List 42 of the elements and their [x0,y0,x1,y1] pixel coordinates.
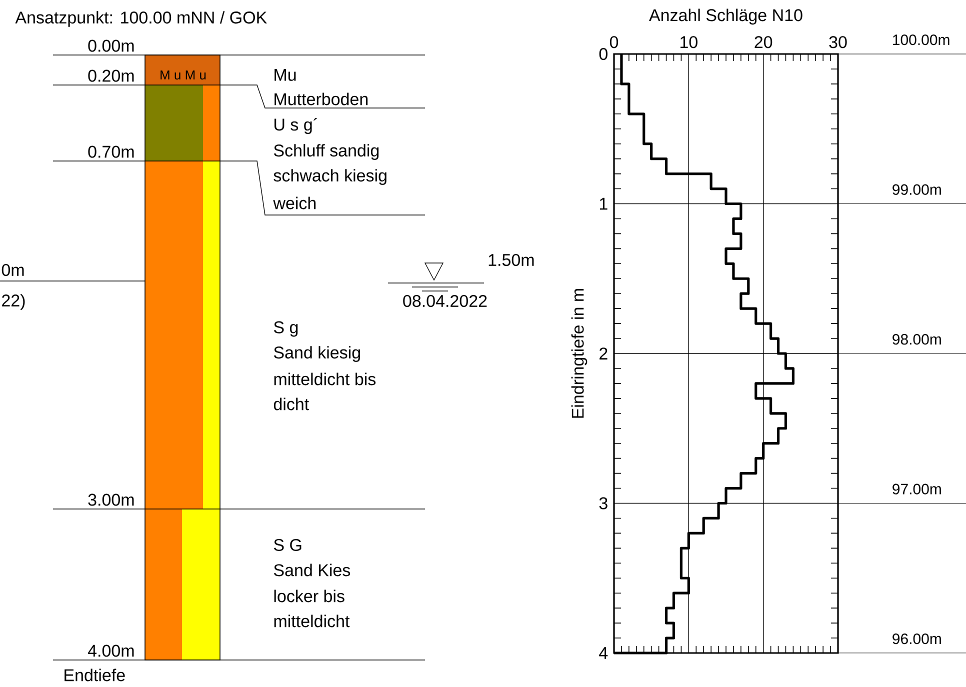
x-tick-label: 10 [680,36,698,48]
text: M u M u [160,70,206,80]
y2-tick-label: 100.00m [893,34,950,46]
text: Mutterboden [274,92,368,106]
x-tick-label: 20 [754,36,772,48]
y2-tick-label: 96.00m [892,634,941,644]
text: 22) [2,294,25,310]
text: S g [274,321,298,337]
text: 0.70m [88,146,134,158]
text: 4.00m [88,644,134,657]
text: mitteldicht [274,614,350,628]
text: Sand Kies [274,564,350,576]
y-tick-label: 1 [600,198,608,210]
y-tick-label: 2 [600,348,608,360]
y-axis-title: Eindringtiefe in m [571,288,588,418]
y-tick-label: 0 [599,48,608,60]
text: S G [274,538,302,552]
x-tick-label: 0 [610,36,618,48]
text: locker bis [274,590,344,602]
text: U s g´ [274,118,317,134]
text: 3.00m [88,494,134,506]
text: 0.20m [88,70,134,82]
y-tick-label: 3 [599,497,608,510]
text: Endtiefe [64,668,125,682]
x-tick-label: 30 [829,36,847,48]
text: weich [273,196,316,210]
text: schwach kiesig [274,169,386,185]
text: 1.50m [488,254,534,266]
text: Ansatzpunkt: 100.00 mNN / GOK [15,11,267,27]
text: Mu [274,69,296,81]
text: 0.00m [88,40,134,52]
y-tick-label: 4 [599,647,608,659]
y2-tick-label: 99.00m [892,184,941,195]
text: dicht [274,398,309,410]
text: 08.04.2022 [403,294,487,308]
y2-tick-label: 98.00m [892,334,941,345]
text: 0m [2,264,24,276]
y2-tick-label: 97.00m [892,484,941,494]
text: Schluff sandig [274,144,379,160]
x-axis-title: Anzahl Schläge N10 [649,8,802,25]
text: mitteldicht bis [274,372,376,386]
text: Sand kiesig [274,346,360,362]
